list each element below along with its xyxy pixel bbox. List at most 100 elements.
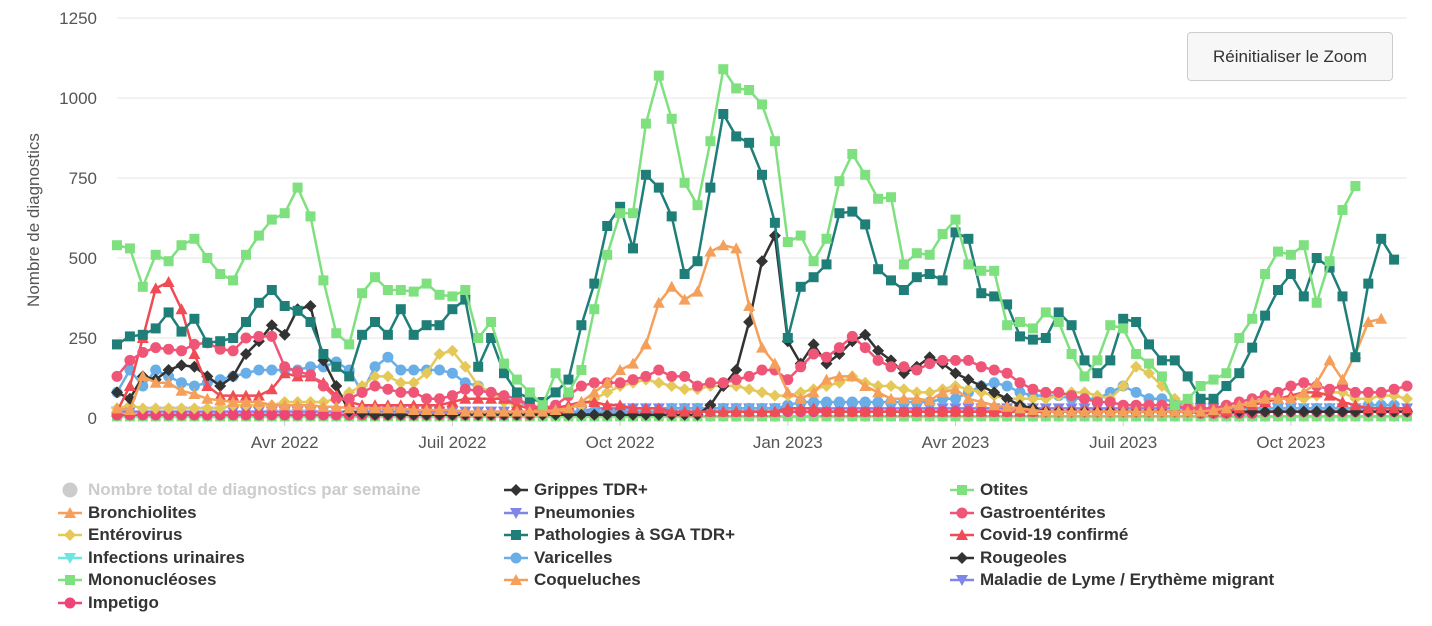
data-point (897, 405, 910, 417)
data-point (1259, 392, 1272, 404)
data-point (407, 376, 420, 389)
data-point (859, 380, 872, 391)
data-point (202, 337, 213, 348)
legend-item[interactable]: Varicelles (504, 547, 612, 569)
data-point (304, 399, 317, 411)
data-point (1079, 393, 1090, 405)
data-point (937, 229, 948, 239)
data-point (924, 269, 935, 279)
data-point (910, 405, 923, 417)
legend-label: Impetigo (88, 593, 159, 612)
data-point (408, 386, 420, 398)
data-point (834, 176, 845, 187)
data-point (989, 291, 1000, 302)
data-point (1092, 355, 1103, 366)
data-point (318, 275, 329, 286)
data-point (485, 386, 497, 398)
data-point (304, 300, 317, 312)
data-point (885, 380, 897, 392)
data-point (962, 373, 975, 386)
data-point (395, 304, 406, 315)
data-point (601, 376, 614, 388)
data-point (1001, 400, 1014, 412)
legend-item[interactable]: Maladie de Lyme / Erythème migrant (950, 569, 1274, 591)
data-point (1362, 386, 1374, 398)
data-point (640, 169, 651, 180)
legend-item[interactable]: Rougeoles (950, 547, 1067, 569)
data-point (576, 365, 587, 375)
data-point (408, 364, 420, 376)
legend-item[interactable]: Impetigo (58, 592, 159, 614)
data-point (756, 364, 768, 376)
data-point (137, 281, 148, 292)
data-point (1272, 405, 1284, 418)
legend-label: Grippes TDR+ (534, 480, 648, 499)
legend-item[interactable]: Bronchiolites (58, 502, 197, 524)
data-point (485, 392, 498, 404)
data-point (1310, 386, 1323, 398)
data-point (266, 364, 278, 376)
x-tick-label: Avr 2023 (922, 433, 990, 452)
legend-item[interactable]: Coqueluches (504, 569, 641, 591)
data-point (704, 245, 717, 257)
legend-item[interactable]: Mononucléoses (58, 569, 216, 591)
data-point (395, 386, 407, 398)
data-point (872, 386, 885, 398)
legend-marker (956, 507, 968, 519)
data-point (240, 409, 252, 421)
data-point (963, 259, 974, 270)
legend-item[interactable]: Pneumonies (504, 502, 635, 524)
data-point (369, 370, 381, 383)
data-point (1066, 390, 1078, 402)
data-point (731, 83, 742, 94)
legend-item[interactable]: Pathologies à SGA TDR+ (504, 524, 735, 546)
data-point (175, 384, 188, 396)
data-point (757, 169, 767, 180)
data-point (1246, 396, 1259, 407)
x-tick-label: Oct 2022 (586, 433, 655, 452)
reset-zoom-button[interactable]: Réinitialiser le Zoom (1187, 32, 1393, 81)
data-point (1208, 374, 1219, 385)
data-point (1337, 291, 1348, 302)
legend-item[interactable]: Entérovirus (58, 524, 182, 546)
data-point (652, 402, 665, 414)
data-point (240, 348, 252, 360)
legend-symbol-icon (58, 575, 82, 586)
legend-item[interactable]: Nombre total de diagnostics par semaine (58, 479, 421, 501)
legend-item[interactable]: Infections urinaires (58, 547, 245, 569)
data-point (381, 370, 394, 383)
data-point (665, 405, 678, 417)
data-point (124, 354, 136, 366)
data-point (1194, 405, 1207, 417)
legend-item[interactable]: Grippes TDR+ (504, 479, 648, 501)
data-point (305, 369, 316, 381)
data-point (1039, 405, 1052, 417)
legend-item[interactable]: Covid-19 confirmé (950, 524, 1128, 546)
data-point (408, 329, 419, 340)
data-point (1285, 269, 1296, 279)
data-point (602, 249, 613, 260)
data-point (395, 285, 406, 295)
data-point (163, 307, 174, 318)
series-pathologies-sga-tdr- (112, 109, 1400, 407)
data-point (1375, 386, 1387, 398)
data-point (756, 255, 768, 268)
data-point (1105, 320, 1116, 331)
data-point (1040, 386, 1052, 398)
legend-item[interactable]: Otites (950, 479, 1028, 501)
data-point (382, 351, 394, 363)
data-point (834, 208, 845, 219)
legend-item[interactable]: Gastroentérites (950, 502, 1106, 524)
series-line (116, 112, 1396, 404)
data-point (240, 396, 252, 407)
data-point (317, 400, 330, 412)
data-point (652, 376, 665, 389)
data-point (1002, 320, 1013, 331)
y-tick-label: 750 (69, 169, 97, 188)
data-point (975, 396, 988, 407)
data-point (1091, 396, 1103, 408)
data-point (898, 361, 910, 373)
data-point (278, 399, 291, 411)
legend-label: Gastroentérites (980, 502, 1106, 522)
